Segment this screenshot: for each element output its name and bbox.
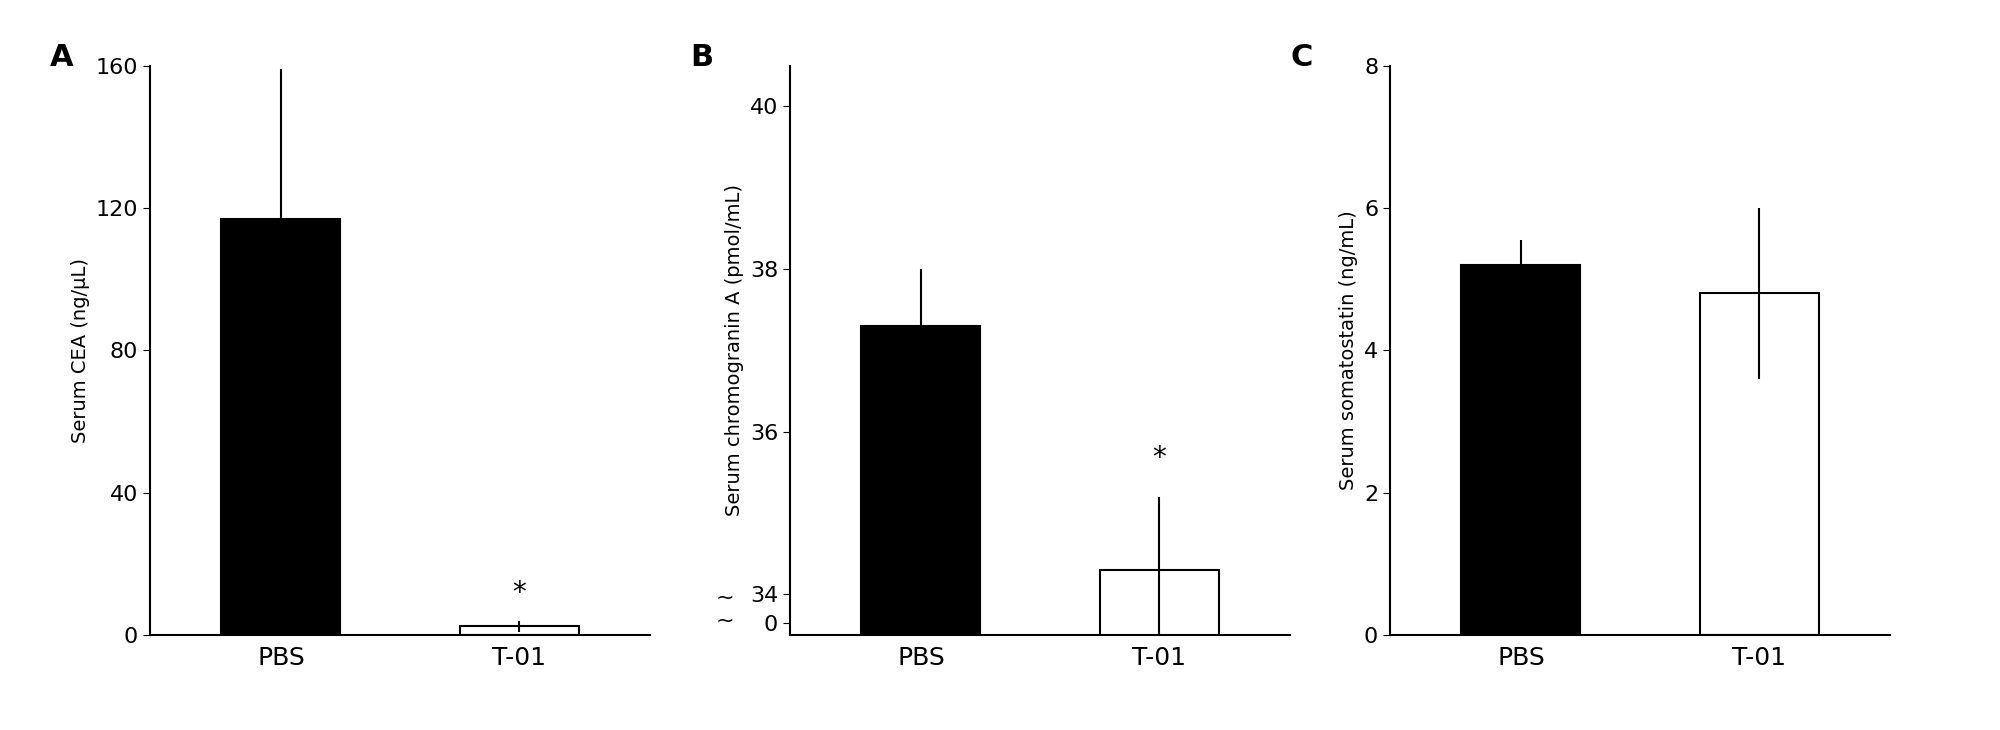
Bar bbox=[1700, 293, 1818, 635]
Text: ~: ~ bbox=[716, 611, 734, 631]
Text: B: B bbox=[690, 43, 714, 72]
Y-axis label: Serum somatostatin (ng/mL): Serum somatostatin (ng/mL) bbox=[1340, 210, 1358, 491]
Bar bbox=[862, 326, 980, 730]
Text: A: A bbox=[50, 43, 74, 72]
Text: C: C bbox=[1290, 43, 1312, 72]
Y-axis label: Serum CEA (ng/μL): Serum CEA (ng/μL) bbox=[72, 258, 90, 443]
Y-axis label: Serum chromogranin A (pmol/mL): Serum chromogranin A (pmol/mL) bbox=[726, 185, 744, 516]
Bar bbox=[1100, 570, 1218, 730]
Text: *: * bbox=[512, 579, 526, 607]
Bar bbox=[222, 219, 340, 635]
Bar bbox=[1462, 265, 1580, 635]
Text: ~: ~ bbox=[716, 588, 734, 608]
Text: *: * bbox=[1152, 445, 1166, 472]
Bar bbox=[460, 626, 578, 635]
